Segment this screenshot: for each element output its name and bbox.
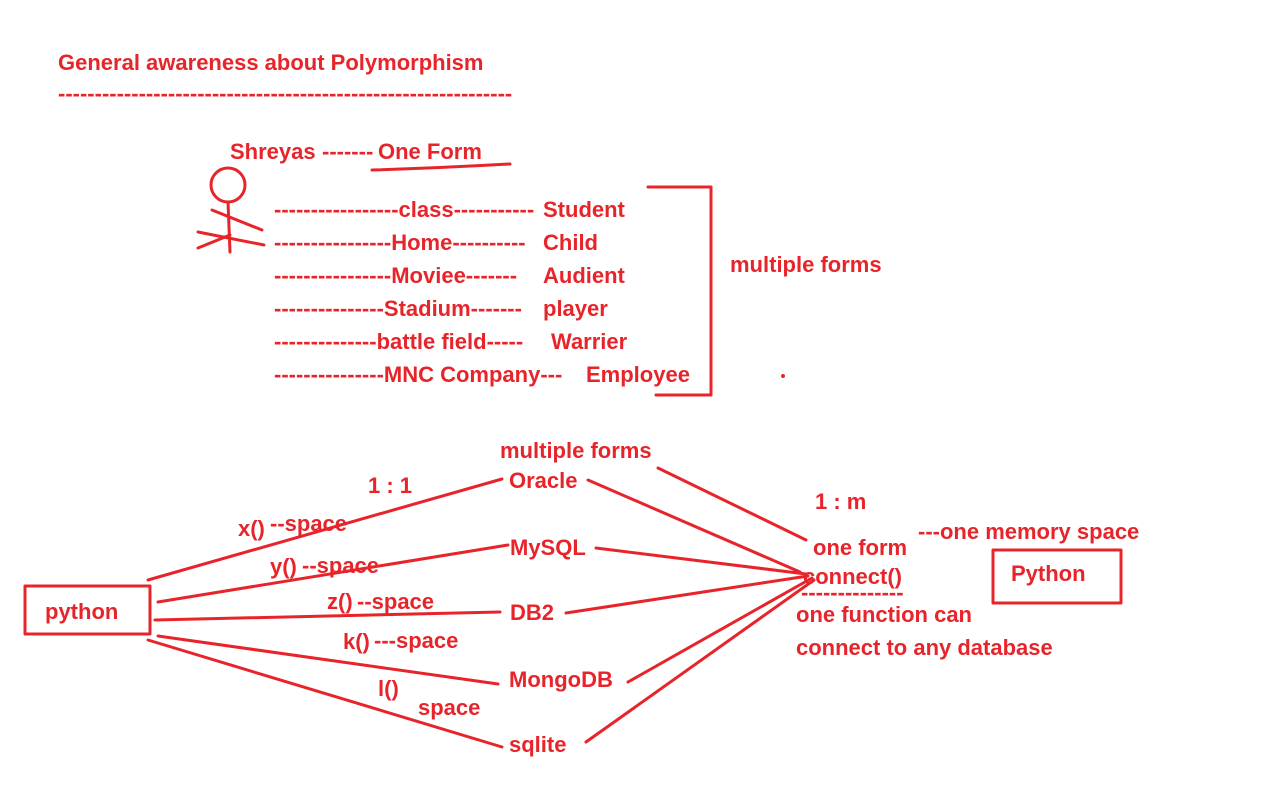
function-name: k() [343, 629, 370, 654]
line-db2-connect [564, 574, 810, 615]
person-head [209, 166, 247, 204]
function-name: x() [238, 516, 265, 541]
line-python-mongodb [156, 634, 500, 686]
function-space: space [418, 695, 480, 720]
function-name: z() [327, 589, 353, 614]
role-name: Employee [586, 362, 690, 387]
db-label-mysql: MySQL [510, 535, 586, 560]
db-label-db2: DB2 [510, 600, 554, 625]
python-source-label: python [45, 599, 118, 624]
db-label-mongodb: MongoDB [509, 667, 613, 692]
stray-dot [781, 374, 785, 378]
diagram-title: General awareness about Polymorphism [58, 50, 483, 75]
function-name: l() [378, 676, 399, 701]
connect-lines [564, 466, 816, 744]
role-name: Child [543, 230, 598, 255]
role-place: ----------------Home---------- [274, 230, 526, 255]
db-label-oracle: Oracle [509, 468, 578, 493]
multiple-forms-label: multiple forms [730, 252, 882, 277]
role-place: ---------------Stadium------- [274, 296, 522, 321]
person-name: Shreyas [230, 139, 316, 164]
function-name: y() [270, 554, 297, 579]
role-name: Warrier [551, 329, 628, 354]
person-arm-upper [210, 208, 264, 232]
role-place: -----------------class----------- [274, 197, 534, 222]
roles-bracket [646, 185, 713, 397]
function-space: --space [357, 589, 434, 614]
person-body [226, 200, 232, 254]
note-line-1: one function can [796, 602, 972, 627]
line-sqlite-connect [584, 578, 816, 744]
line-mysql-connect [594, 546, 808, 576]
memory-space-label: ---one memory space [918, 519, 1139, 544]
python-target-box [991, 548, 1123, 605]
role-name: Student [543, 197, 626, 222]
multiple-forms-db-label: multiple forms [500, 438, 652, 463]
line-python-sqlite [146, 638, 504, 749]
note-line-2: connect to any database [796, 635, 1053, 660]
function-lines [146, 477, 510, 749]
person-icon [196, 166, 266, 254]
ratio-one-to-many: 1 : m [815, 489, 866, 514]
role-list: -----------------class----------- Studen… [274, 197, 690, 387]
connect-function-label: connect() [803, 564, 902, 589]
line-mongodb-connect [626, 576, 814, 684]
line-python-db2 [153, 610, 502, 622]
connect-underline: -------------- [801, 580, 904, 605]
line-oracle-connect [586, 478, 802, 574]
python-source-box [23, 584, 152, 636]
one-form-label: One Form [378, 139, 482, 164]
line-python-mysql [156, 543, 510, 604]
ratio-one-to-one: 1 : 1 [368, 473, 412, 498]
role-name: player [543, 296, 608, 321]
person-leg [196, 233, 232, 250]
db-label-sqlite: sqlite [509, 732, 566, 757]
line-multiple-forms-connect [656, 466, 808, 542]
role-name: Audient [543, 263, 626, 288]
line-python-oracle [146, 477, 504, 582]
function-space: --space [302, 553, 379, 578]
one-form-underline [370, 162, 512, 172]
function-space: --space [270, 511, 347, 536]
role-place: --------------battle field----- [274, 329, 523, 354]
role-place: ----------------Moviee------- [274, 263, 517, 288]
python-target-label: Python [1011, 561, 1086, 586]
title-underline: ----------------------------------------… [58, 81, 512, 106]
role-place: ---------------MNC Company--- [274, 362, 562, 387]
function-space: ---space [374, 628, 458, 653]
one-form-db-label: one form [813, 535, 907, 560]
person-arm-lower [196, 230, 266, 247]
person-connector: ------- [322, 139, 373, 164]
